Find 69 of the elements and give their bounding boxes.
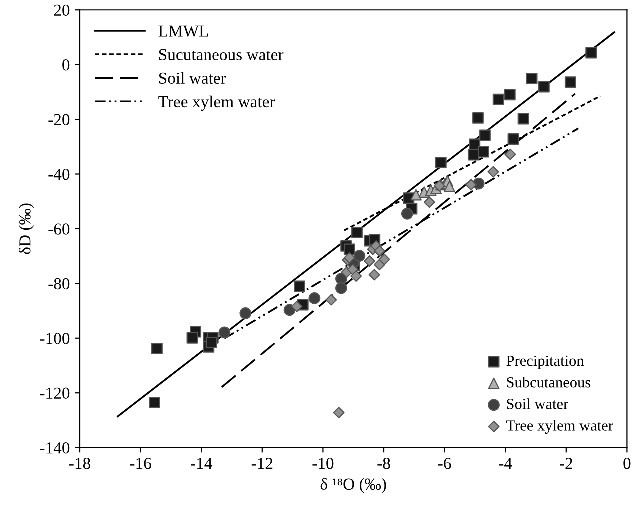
y-tick-label: -120: [40, 388, 70, 400]
point: [478, 146, 490, 158]
point: [240, 308, 252, 320]
point: [378, 254, 390, 266]
legend-label: Tree xylem water: [506, 420, 614, 434]
legend-label: Soil water: [159, 72, 226, 84]
x-tick-label: -10: [312, 458, 334, 470]
x-tick-label: -6: [438, 458, 452, 470]
legend-label: LMWL: [158, 26, 208, 38]
point: [504, 89, 516, 101]
point: [333, 407, 345, 419]
x-tick-label: -18: [70, 458, 90, 470]
point: [465, 179, 477, 191]
point: [352, 227, 363, 238]
y-tick-label: -140: [40, 442, 70, 454]
point: [206, 337, 218, 348]
point: [480, 130, 491, 142]
point: [336, 282, 348, 294]
point: [308, 292, 321, 304]
point: [435, 157, 447, 168]
point: [538, 81, 550, 93]
point: [508, 134, 520, 145]
point: [424, 196, 436, 208]
y-tick-label: 20: [54, 4, 70, 16]
point: [364, 255, 376, 267]
point: [354, 250, 366, 262]
y-tick-label: -80: [48, 278, 70, 290]
point: [374, 245, 386, 257]
point: [492, 94, 504, 106]
x-tick-label: -4: [499, 458, 512, 470]
y-axis-title: δD (‰): [18, 204, 34, 254]
point: [504, 148, 516, 160]
point: [469, 138, 481, 150]
y-tick-label: -40: [48, 168, 70, 180]
point: [186, 332, 198, 344]
point: [218, 326, 231, 339]
x-tick-label: -14: [191, 458, 212, 470]
point: [350, 270, 362, 282]
point: [291, 300, 303, 312]
x-tick-label: 0: [624, 458, 631, 470]
point: [401, 208, 414, 220]
point: [326, 294, 338, 306]
point: [294, 280, 306, 292]
legend-label: Precipitation: [506, 356, 584, 370]
point: [368, 269, 380, 281]
legend-label: Soil water: [507, 398, 568, 410]
legend-label: Sucutaneous water: [159, 49, 284, 60]
x-tick-label: -12: [252, 458, 273, 470]
y-tick-label: -20: [48, 114, 70, 126]
point: [410, 189, 422, 201]
point: [374, 259, 386, 271]
y-tick-label: -100: [40, 333, 70, 344]
x-tick-label: -16: [130, 458, 152, 470]
y-tick-label: -60: [48, 224, 70, 235]
point: [152, 343, 163, 354]
point: [526, 73, 538, 84]
point: [444, 180, 456, 192]
x-axis-title: δ ¹⁸O (‰): [320, 478, 386, 494]
y-tick-label: 0: [62, 60, 70, 71]
point: [586, 47, 598, 59]
point: [472, 112, 484, 124]
x-tick-label: -8: [378, 458, 390, 470]
point: [518, 113, 530, 125]
legend-label: Tree xylem water: [158, 96, 276, 112]
x-tick-label: -2: [560, 458, 572, 470]
point: [488, 166, 500, 178]
point: [149, 396, 160, 408]
point: [564, 76, 576, 88]
legend-label: Subcutaneous: [507, 376, 591, 388]
